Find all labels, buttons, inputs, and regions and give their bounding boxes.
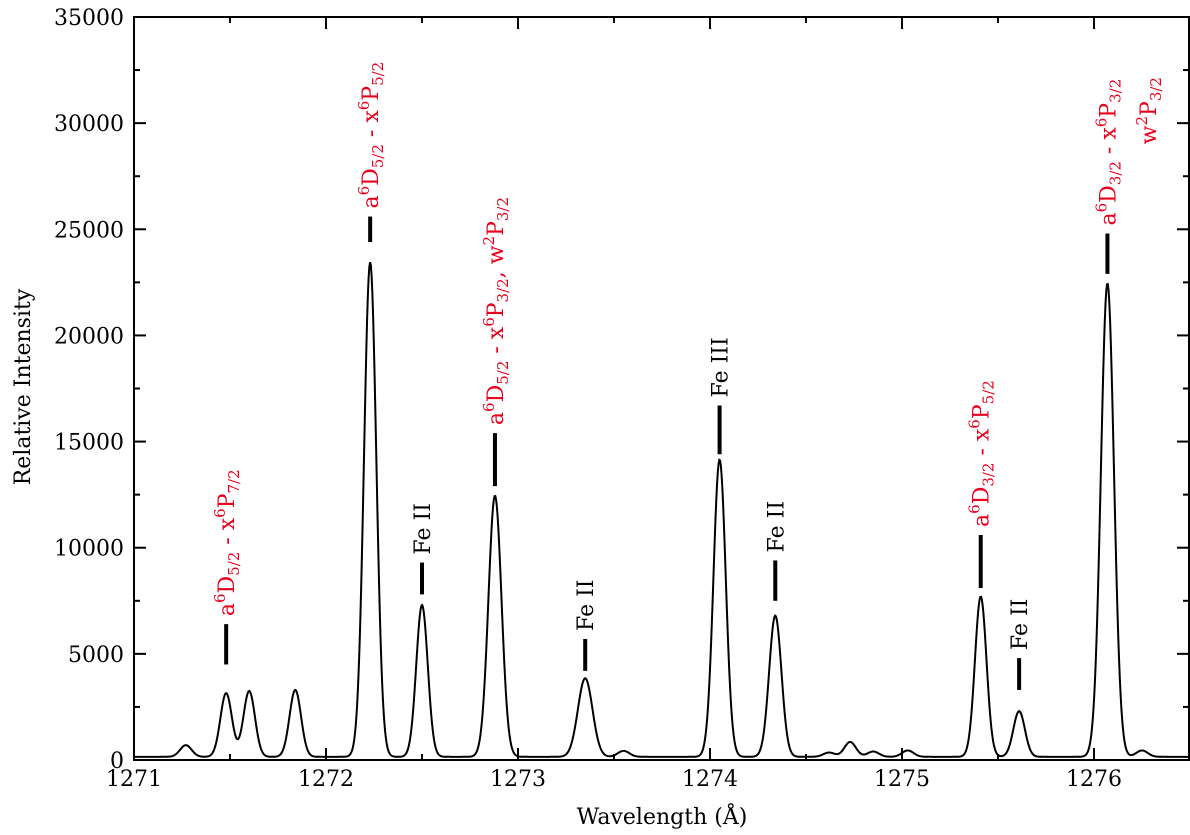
label-text: a bbox=[215, 603, 240, 616]
subscript: 5/2 bbox=[980, 380, 998, 404]
annotation-label: Fe II bbox=[1008, 599, 1033, 650]
subscript: 3/2 bbox=[1106, 161, 1124, 185]
label-text: D bbox=[484, 385, 509, 403]
multiplet-label: a6D5/2 - x6P3/2, w2P3/2 bbox=[480, 197, 512, 425]
label-text: a bbox=[970, 514, 995, 527]
multiplet-label: w2P3/2 bbox=[1133, 77, 1165, 144]
label-text: P bbox=[1096, 103, 1121, 118]
multiplet-label: a6D3/2 - x6P3/2 bbox=[1092, 79, 1124, 226]
label-text: - x bbox=[215, 517, 240, 551]
superscript: 6 bbox=[355, 101, 373, 111]
subscript: 3/2 bbox=[1106, 79, 1124, 103]
subscript: 7/2 bbox=[225, 469, 243, 493]
multiplet-label: a6D3/2 - x6P5/2 bbox=[966, 380, 998, 527]
superscript: 6 bbox=[480, 317, 498, 327]
y-tick-label: 15000 bbox=[54, 431, 124, 456]
label-text: - x bbox=[970, 428, 995, 462]
subscript: 5/2 bbox=[369, 144, 387, 168]
superscript: 6 bbox=[355, 186, 373, 196]
line-id-label: Fe II bbox=[411, 503, 436, 554]
x-tick-label: 1274 bbox=[682, 767, 738, 792]
label-text: D bbox=[970, 487, 995, 505]
superscript: 6 bbox=[966, 504, 984, 514]
label-text: P bbox=[359, 86, 384, 101]
x-axis-title: Wavelength (Å) bbox=[577, 802, 748, 830]
line-id-label: Fe II bbox=[1008, 599, 1033, 650]
label-text: P bbox=[484, 221, 509, 236]
label-text: - x bbox=[484, 326, 509, 360]
label-text: w bbox=[1137, 125, 1162, 144]
label-text: D bbox=[359, 168, 384, 186]
label-text: , w bbox=[484, 245, 509, 278]
y-axis-title: Relative Intensity bbox=[11, 288, 36, 485]
spectrum-series bbox=[134, 261, 1190, 758]
annotation-label: a6D3/2 - x6P5/2 bbox=[966, 380, 998, 527]
subscript: 3/2 bbox=[1147, 77, 1165, 101]
subscript: 5/2 bbox=[369, 62, 387, 86]
line-id-label: Fe III bbox=[709, 337, 734, 397]
multiplet-label: a6D5/2 - x6P7/2 bbox=[211, 469, 243, 616]
label-text: P bbox=[215, 493, 240, 508]
superscript: 2 bbox=[480, 236, 498, 246]
label-text: D bbox=[215, 576, 240, 594]
label-text: D bbox=[1096, 185, 1121, 203]
label-text: a bbox=[1096, 212, 1121, 225]
label-text: P bbox=[484, 302, 509, 317]
y-tick-label: 10000 bbox=[54, 537, 124, 562]
annotation-label: Fe II bbox=[574, 580, 599, 631]
y-tick-label: 25000 bbox=[54, 218, 124, 243]
x-tick-label: 1271 bbox=[106, 767, 162, 792]
superscript: 6 bbox=[1092, 203, 1110, 213]
label-text: P bbox=[1137, 101, 1162, 116]
annotation-label: Fe II bbox=[411, 503, 436, 554]
annotation-label: a6D5/2 - x6P5/2 bbox=[355, 62, 387, 209]
x-tick-label: 1275 bbox=[874, 767, 930, 792]
x-tick-label: 1272 bbox=[298, 767, 354, 792]
line-id-label: Fe II bbox=[574, 580, 599, 631]
annotation-label: Fe III bbox=[709, 337, 734, 397]
subscript: 3/2 bbox=[980, 463, 998, 487]
superscript: 6 bbox=[1092, 118, 1110, 128]
annotation-label: a6D5/2 - x6P3/2, w2P3/2 bbox=[480, 197, 512, 425]
line-id-label: Fe II bbox=[764, 501, 789, 552]
subscript: 5/2 bbox=[494, 361, 512, 385]
superscript: 6 bbox=[211, 593, 229, 603]
subscript: 3/2 bbox=[494, 197, 512, 221]
annotation-label: w2P3/2 bbox=[1133, 77, 1165, 144]
y-tick-label: 20000 bbox=[54, 324, 124, 349]
y-tick-label: 30000 bbox=[54, 112, 124, 137]
subscript: 5/2 bbox=[225, 552, 243, 576]
superscript: 6 bbox=[966, 419, 984, 429]
superscript: 6 bbox=[480, 402, 498, 412]
y-tick-label: 5000 bbox=[68, 643, 124, 668]
multiplet-label: a6D5/2 - x6P5/2 bbox=[355, 62, 387, 209]
annotation-label: Fe II bbox=[764, 501, 789, 552]
label-text: - x bbox=[1096, 127, 1121, 161]
superscript: 2 bbox=[1133, 116, 1151, 126]
label-text: - x bbox=[359, 110, 384, 144]
y-tick-label: 0 bbox=[110, 749, 124, 774]
y-tick-label: 35000 bbox=[54, 6, 124, 31]
spectrum-line bbox=[134, 261, 1190, 758]
x-tick-label: 1273 bbox=[490, 767, 546, 792]
label-text: P bbox=[970, 404, 995, 419]
label-text: a bbox=[484, 412, 509, 425]
axes: 1271 1272 1273 1274 1275 1276 0 5000 10000 15000 2… bbox=[54, 6, 1190, 792]
annotation-label: a6D3/2 - x6P3/2 bbox=[1092, 79, 1124, 226]
annotation-label: a6D5/2 - x6P7/2 bbox=[211, 469, 243, 616]
x-tick-label: 1276 bbox=[1066, 767, 1122, 792]
label-text: a bbox=[359, 195, 384, 208]
subscript: 3/2 bbox=[494, 278, 512, 302]
superscript: 6 bbox=[211, 508, 229, 518]
